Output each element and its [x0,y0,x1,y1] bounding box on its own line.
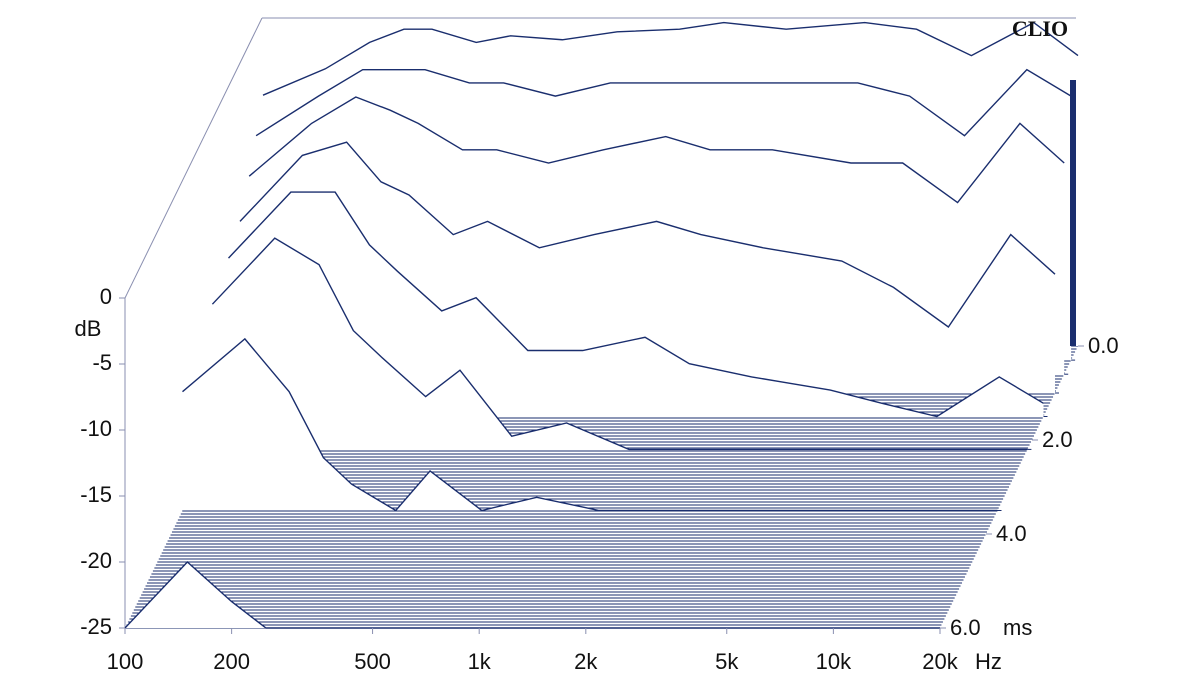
frame-edge [124,17,263,299]
brand: CLIO [1012,16,1068,41]
frame [124,17,1076,628]
t-unit: ms [1003,615,1032,640]
slices [124,21,1082,629]
y-tick-label: -15 [80,482,112,507]
slice-fill [228,192,1044,417]
slice-line [227,191,1044,418]
slice-line [255,68,1072,137]
y-tick-label: -10 [80,416,112,441]
slice-line [239,141,1056,328]
y-tick-label: 0 [100,284,112,309]
t-tick-label: 2.0 [1042,427,1073,452]
y-tick-label: -25 [80,614,112,639]
slice-fill [182,338,998,511]
x-unit: Hz [975,649,1002,674]
x-tick-label: 200 [213,649,250,674]
slice-line [211,237,1028,451]
t-tick-label: 0.0 [1088,333,1119,358]
axes: 0 -5 -10 -15 -20 -25 100 200 500 1k 2k 5k 10k 20k 0.0 2… [80,284,1118,674]
x-tick-label: 5k [715,649,739,674]
x-tick-label: 500 [354,649,391,674]
slice-line [262,21,1079,96]
slice-fill [125,562,940,628]
t-tick-label: 4.0 [996,521,1027,546]
t-tick-label: 6.0 [950,615,981,640]
x-tick-label: 1k [468,649,492,674]
scale-bar [1070,80,1076,346]
slice-line [182,337,998,512]
x-tick-label: 10k [816,649,852,674]
y-axis-label: dB [75,316,102,341]
x-tick-label: 100 [107,649,144,674]
x-tick-label: 2k [574,649,598,674]
x-tick-label: 20k [922,649,958,674]
y-tick-label: -20 [80,548,112,573]
slice-fill [212,238,1028,450]
slice-line [248,96,1065,204]
y-tick-label: -5 [92,350,112,375]
